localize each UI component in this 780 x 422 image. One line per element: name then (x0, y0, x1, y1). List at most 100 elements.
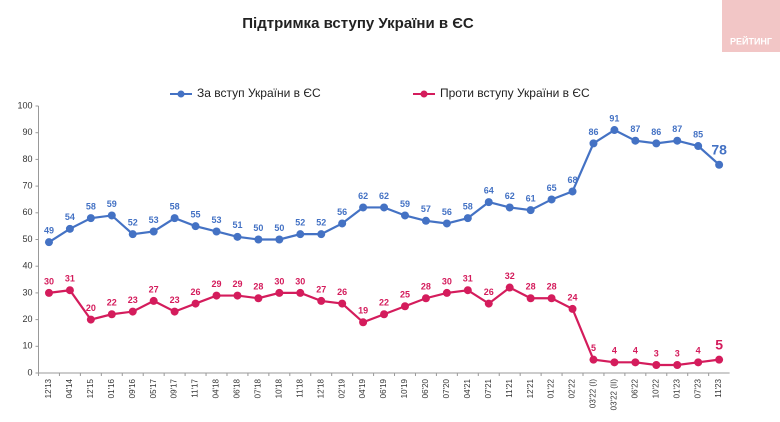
point (421, 216, 430, 225)
y-tick-label: 60 (22, 207, 32, 217)
value-label: 29 (212, 279, 222, 289)
point (463, 214, 472, 223)
y-tick-label: 10 (22, 341, 32, 351)
badge: РЕЙТИНГ (730, 35, 772, 46)
x-tick-label: 07'18 (254, 378, 263, 398)
legend-label: Проти вступу України в ЄС (440, 86, 590, 100)
point (359, 318, 368, 327)
point (275, 288, 284, 297)
point (317, 230, 326, 239)
point (296, 288, 305, 297)
y-tick-label: 100 (17, 100, 32, 110)
x-tick-label: 11'23 (714, 378, 723, 397)
point (421, 294, 430, 303)
point (715, 355, 724, 364)
point (484, 198, 493, 207)
point (338, 299, 347, 308)
x-tick-label: 09'17 (170, 378, 179, 398)
point (715, 160, 724, 169)
x-tick-label: 06'19 (379, 378, 388, 398)
value-label: 26 (337, 287, 347, 297)
y-tick-label: 0 (27, 367, 32, 377)
point (149, 227, 158, 236)
point (359, 203, 368, 212)
point (442, 219, 451, 228)
value-label: 27 (316, 284, 326, 294)
x-tick-label: 06'22 (630, 378, 639, 398)
x-tick-label: 04'21 (463, 378, 472, 398)
x-tick-label: 10'18 (274, 378, 283, 398)
value-label: 32 (505, 271, 515, 281)
value-label: 26 (484, 287, 494, 297)
legend-label: За вступ України в ЄС (197, 86, 321, 100)
point (233, 291, 242, 300)
value-label: 55 (191, 210, 201, 220)
point (400, 302, 409, 311)
value-label: 51 (232, 220, 242, 230)
value-label: 31 (463, 274, 473, 284)
value-label: 59 (107, 199, 117, 209)
x-tick-label: 06'20 (421, 378, 430, 398)
point (233, 232, 242, 241)
point (505, 203, 514, 212)
value-label: 53 (212, 215, 222, 225)
x-tick-label: 04'14 (65, 378, 74, 398)
value-label: 28 (526, 282, 536, 292)
point (338, 219, 347, 228)
x-tick-label: 12'13 (44, 378, 53, 398)
point (694, 142, 703, 151)
value-label: 23 (128, 295, 138, 305)
point (526, 206, 535, 215)
value-label: 3 (675, 348, 680, 358)
value-label: 3 (654, 348, 659, 358)
x-tick-label: 12'18 (316, 378, 325, 398)
point (400, 211, 409, 220)
point (65, 224, 74, 233)
point (589, 139, 598, 148)
point (254, 294, 263, 303)
x-tick-label: 07'23 (693, 378, 702, 398)
value-label: 4 (612, 346, 617, 356)
x-tick-label: 10'22 (651, 378, 660, 398)
value-label: 85 (693, 129, 703, 139)
x-tick-label: 12'21 (526, 378, 535, 398)
value-label: 5 (591, 343, 596, 353)
badge-box (722, 0, 780, 52)
point (442, 288, 451, 297)
point (191, 299, 200, 308)
x-tick-label: 01'16 (107, 378, 116, 398)
y-tick-label: 50 (22, 234, 32, 244)
x-tick-label: 04'19 (358, 378, 367, 398)
value-label: 54 (65, 212, 75, 222)
value-label: 29 (232, 279, 242, 289)
series-line (48, 128, 720, 244)
value-label: 78 (711, 141, 727, 157)
x-tick-label: 09'16 (128, 378, 137, 398)
value-label: 20 (86, 303, 96, 313)
point (673, 360, 682, 369)
x-tick-label: 02'19 (337, 378, 346, 398)
point (547, 294, 556, 303)
value-label: 50 (274, 223, 284, 233)
x-tick-label: 02'22 (568, 378, 577, 398)
value-label: 28 (253, 282, 263, 292)
chart-title: Підтримка вступу України в ЄС (242, 15, 474, 32)
point (568, 187, 577, 196)
y-tick-label: 40 (22, 261, 32, 271)
point (463, 286, 472, 295)
value-label: 28 (421, 282, 431, 292)
point (212, 227, 221, 236)
x-tick-label: 01'23 (672, 378, 681, 398)
point (568, 304, 577, 313)
value-label: 30 (442, 276, 452, 286)
x-tick-label: 11'18 (295, 378, 304, 397)
point (694, 358, 703, 367)
x-tick-label: 11'17 (191, 378, 200, 397)
x-tick-label: 07'21 (484, 378, 493, 398)
value-label: 52 (316, 218, 326, 228)
legend-marker (420, 90, 428, 98)
value-label: 58 (463, 202, 473, 212)
point (44, 238, 53, 247)
value-label: 30 (44, 276, 54, 286)
value-label: 49 (44, 226, 54, 236)
